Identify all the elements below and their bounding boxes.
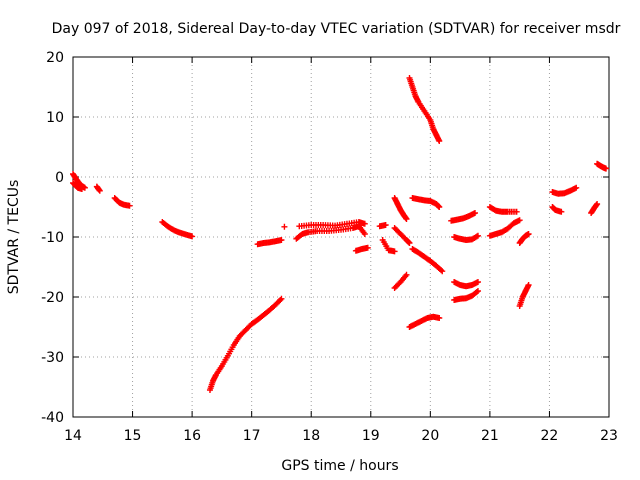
series-arc17: [406, 75, 443, 144]
data-point: [403, 271, 410, 278]
y-tick-label: 20: [46, 50, 64, 66]
data-point: [361, 231, 368, 237]
y-tick-label: -20: [41, 290, 64, 306]
data-point: [364, 244, 371, 251]
series-arc7: [254, 237, 285, 248]
series-arc3: [93, 183, 103, 194]
data-point: [525, 282, 532, 288]
series-arc28: [516, 282, 532, 309]
x-tick-label: 20: [421, 428, 439, 444]
data-point: [573, 184, 580, 191]
x-tick-label: 19: [362, 428, 380, 444]
y-tick-label: 10: [46, 110, 64, 126]
series-arc9: [293, 223, 368, 242]
data-point: [436, 204, 443, 210]
y-tick-label: -40: [41, 410, 64, 426]
y-tick-label: -10: [41, 230, 64, 246]
x-tick-label: 18: [302, 428, 320, 444]
series-arc14: [391, 195, 410, 222]
data-point: [361, 220, 368, 227]
data-point: [281, 223, 288, 230]
y-axis-label: SDTVAR / TECUs: [6, 180, 22, 295]
series-arc19: [409, 246, 446, 275]
series-arc26: [486, 217, 523, 239]
data-point: [474, 232, 481, 239]
x-tick-label: 21: [481, 428, 499, 444]
data-point: [474, 279, 481, 285]
series-arc21: [448, 210, 478, 224]
series-arc24: [451, 288, 481, 303]
data-point: [382, 222, 389, 228]
x-tick-label: 17: [243, 428, 261, 444]
series-arc8: [281, 223, 288, 230]
series-arc5: [159, 219, 196, 240]
series-arc18: [409, 195, 443, 210]
series-arc25: [486, 204, 520, 215]
y-tick-label: -30: [41, 350, 64, 366]
series-arc22: [451, 232, 481, 243]
series-arc11: [352, 244, 371, 254]
x-axis-label: GPS time / hours: [281, 458, 398, 474]
data-point: [473, 233, 480, 240]
chart-title: Day 097 of 2018, Sidereal Day-to-day VTE…: [52, 21, 621, 37]
data-point: [403, 216, 410, 222]
series-arc12: [376, 222, 389, 230]
data-point: [525, 231, 532, 237]
data-point: [516, 217, 523, 224]
data-point: [391, 248, 398, 255]
series-arc23: [451, 279, 481, 290]
data-point: [96, 187, 103, 194]
data-point: [277, 297, 284, 303]
series-arc32: [594, 160, 610, 172]
series-arc30: [549, 204, 565, 215]
data-points: [70, 75, 610, 393]
data-point: [513, 208, 520, 215]
data-point: [439, 268, 446, 275]
data-point: [436, 138, 443, 144]
data-point: [438, 267, 445, 274]
data-point: [558, 208, 565, 215]
x-tick-label: 16: [183, 428, 201, 444]
data-point: [278, 237, 285, 243]
data-point: [474, 288, 481, 294]
series-arc6: [206, 295, 285, 393]
data-point: [473, 288, 480, 295]
x-tick-label: 23: [600, 428, 618, 444]
series-arc15: [391, 225, 413, 246]
series-arc16: [391, 271, 410, 291]
series-arc2: [70, 180, 85, 192]
data-point: [406, 240, 413, 246]
x-tick-label: 14: [64, 428, 82, 444]
data-point: [278, 295, 285, 302]
data-point: [126, 202, 133, 209]
series-arc29: [549, 184, 580, 197]
axis-ticks: 14 15 16 17 18 19 20 21 22 23 -40 -30 -20 -10 0 10 20: [41, 50, 618, 444]
series-arc27: [516, 231, 532, 246]
data-point: [189, 233, 196, 240]
y-tick-label: 0: [55, 170, 64, 186]
data-point: [603, 165, 610, 172]
data-point: [436, 315, 443, 321]
series-arc10: [296, 219, 368, 230]
data-point: [594, 201, 601, 207]
x-tick-label: 15: [124, 428, 142, 444]
data-point: [81, 184, 88, 191]
series-arc4: [111, 195, 133, 209]
x-tick-label: 22: [541, 428, 559, 444]
series-arc20: [406, 313, 443, 330]
data-point: [78, 186, 85, 192]
data-point: [472, 210, 478, 216]
series-arc13: [379, 237, 398, 255]
series-arc31: [588, 201, 601, 216]
